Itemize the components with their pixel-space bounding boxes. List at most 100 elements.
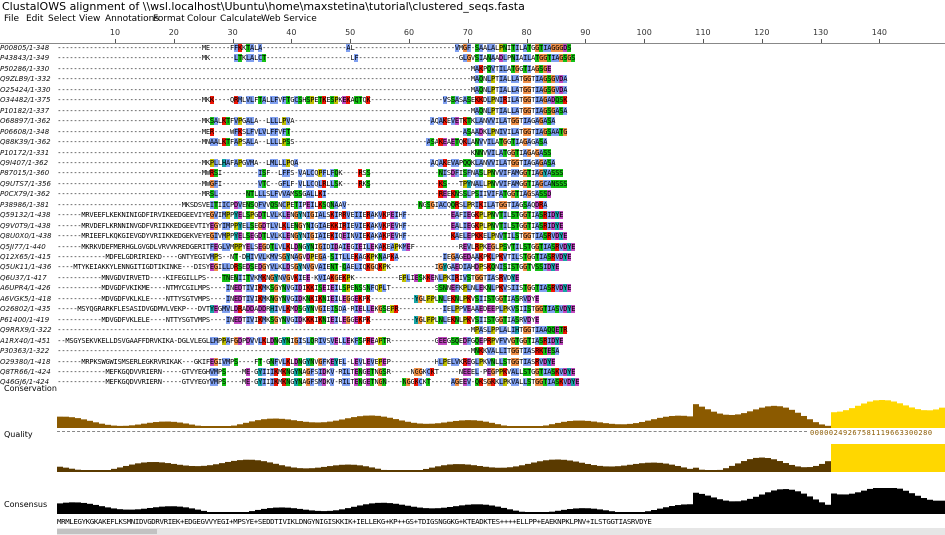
sequence-name[interactable]: Q59132/1-438	[0, 211, 51, 220]
sequence-name[interactable]: P00805/1-348	[0, 44, 50, 52]
sequence-residues[interactable]: ----------------------------------------…	[57, 64, 551, 73]
alignment-row[interactable]: P43843/1-349 ----------------------------…	[0, 53, 945, 64]
menu-select[interactable]: Select	[48, 14, 76, 24]
alignment-row[interactable]: O25424/1-330 ----------------------------…	[0, 85, 945, 96]
sequence-residues[interactable]: ----------------------------------------…	[57, 148, 551, 157]
sequence-name[interactable]: Q5JI77/1-440	[0, 242, 46, 251]
sequence-residues[interactable]: ----------------------------------------…	[57, 326, 567, 335]
sequence-residues[interactable]: ------MRPKSWGWISMSERLEGKRVRIKAK---GKIFEG…	[57, 357, 555, 366]
sequence-residues[interactable]: ------------------------------------MKPL…	[57, 158, 555, 167]
sequence-residues[interactable]: ----------------------------------------…	[57, 106, 567, 115]
sequence-name[interactable]: P10172/1-331	[0, 148, 50, 157]
alignment-row[interactable]: Q9I407/1-362 ----------------------------…	[0, 158, 945, 169]
sequence-name[interactable]: O68897/1-362	[0, 117, 51, 126]
menu-view[interactable]: View	[79, 14, 101, 24]
sequence-residues[interactable]: ------------------------------------MKK-…	[57, 96, 567, 105]
sequence-name[interactable]: Q9V0T9/1-438	[0, 221, 51, 230]
sequence-name[interactable]: P10182/1-337	[0, 106, 50, 115]
sequence-name[interactable]: Q8TR66/1-424	[0, 367, 51, 376]
alignment-row[interactable]: O68897/1-362 ----------------------------…	[0, 116, 945, 127]
alignment-row[interactable]: Q9ZLB9/1-332 ----------------------------…	[0, 74, 945, 85]
alignment-row[interactable]: P38986/1-381 ----------------------------…	[0, 200, 945, 211]
sequence-residues[interactable]: ----------------------------------------…	[57, 85, 567, 94]
alignment-row[interactable]: P61400/1-419 -----------MDVGDFVKLELE----N…	[0, 315, 945, 326]
sequence-residues[interactable]: -----------MDVGDFVKIKME----NTMYCGILMPS--…	[57, 284, 572, 293]
alignment-row[interactable]: Q9V0T9/1-438 ------MRVDEFLKRNNINVGDFVRIIK…	[0, 221, 945, 232]
sequence-name[interactable]: P87015/1-360	[0, 169, 50, 178]
sequence-name[interactable]: P30363/1-322	[0, 347, 50, 356]
alignment-row[interactable]: Q6U37/1-417 -----------MNVGDVIRVETD----KI…	[0, 273, 945, 284]
sequence-name[interactable]: Q9UTS7/1-356	[0, 179, 51, 188]
alignment-row[interactable]: Q88K39/1-362 ----------------------------…	[0, 137, 945, 148]
sequence-name[interactable]: Q12X65/1-415	[0, 253, 51, 261]
scrollbar-thumb[interactable]	[57, 529, 157, 534]
menu-web-service[interactable]: Web Service	[261, 14, 317, 24]
alignment-row[interactable]: O26802/1-435 -----MSYQGRARKFLESASIDVGDMVL…	[0, 304, 945, 315]
alignment-row[interactable]: Q5UK11/1-436 ----MTYKEIAKKYLENNGITIGDTIKI…	[0, 262, 945, 273]
horizontal-scrollbar[interactable]	[57, 528, 945, 535]
menu-colour[interactable]: Colour	[187, 14, 217, 24]
sequence-residues[interactable]: ------MKRKVDEFMERHGLGVGDLVRVVKREDGERITFE…	[57, 242, 576, 251]
alignment-row[interactable]: P50286/1-330 ----------------------------…	[0, 64, 945, 75]
sequence-name[interactable]: O29380/1-418	[0, 357, 51, 366]
sequence-residues[interactable]: -----MSYQGRARKFLESASIDVGDMVLVEKP---DVTYE…	[57, 305, 576, 314]
sequence-name[interactable]: O25424/1-330	[0, 85, 51, 94]
alignment-row[interactable]: P87015/1-360 ----------------------------…	[0, 168, 945, 179]
sequence-name[interactable]: Q9I407/1-362	[0, 158, 49, 167]
sequence-residues[interactable]: ------------------------------------MWRS…	[57, 169, 563, 178]
sequence-residues[interactable]: ------MRVEEFLKEKNINIGDFIRVIKEEDGEEVIYEGV…	[57, 211, 563, 220]
sequence-name[interactable]: A6VGK5/1-418	[0, 294, 52, 303]
sequence-name[interactable]: O26802/1-435	[0, 305, 51, 314]
alignment-row[interactable]: P06608/1-348 ----------------------------…	[0, 127, 945, 138]
sequence-name[interactable]: A6UPR4/1-426	[0, 284, 51, 293]
menu-format[interactable]: Format	[153, 14, 185, 24]
menu-edit[interactable]: Edit	[26, 14, 44, 24]
sequence-name[interactable]: P43843/1-349	[0, 54, 50, 63]
sequence-residues[interactable]: ------------------------------------MER-…	[57, 127, 567, 136]
sequence-residues[interactable]: ------------------------------------MRSL…	[57, 190, 551, 199]
sequence-residues[interactable]: ------MRVDEFLKRNNINVGDFVRIIKKEDGEEVTIYEG…	[57, 221, 563, 230]
sequence-residues[interactable]: ------------------------------------MKSA…	[57, 117, 555, 126]
sequence-name[interactable]: P50286/1-330	[0, 64, 50, 73]
alignment-row[interactable]: Q9RRX9/1-322 ----------------------------…	[0, 325, 945, 336]
alignment-row[interactable]: O34482/1-375 ----------------------------…	[0, 95, 945, 106]
sequence-residues[interactable]: -----------MNVGDVIRVETD----KIFEGILLPS---…	[57, 273, 519, 282]
alignment-row[interactable]: Q12X65/1-415 ------------MDFELGDRIRIEKD--…	[0, 252, 945, 263]
alignment-row[interactable]: Q59132/1-438 ------MRVEEFLKEKNINIGDFIRVIK…	[0, 210, 945, 221]
alignment-row[interactable]: A6VGK5/1-418 -----------MDVGDFVKLKLE----N…	[0, 294, 945, 305]
sequence-name[interactable]: Q46GJ6/1-424	[0, 378, 50, 387]
sequence-name[interactable]: P61400/1-419	[0, 315, 50, 324]
sequence-name[interactable]: Q9ZLB9/1-332	[0, 75, 51, 84]
sequence-name[interactable]: Q88K39/1-362	[0, 138, 51, 147]
menu-annotations[interactable]: Annotations	[105, 14, 160, 24]
sequence-name[interactable]: O34482/1-375	[0, 96, 51, 105]
sequence-residues[interactable]: ------------------------------------MNAA…	[57, 138, 547, 147]
sequence-name[interactable]: Q9RRX9/1-322	[0, 326, 52, 335]
alignment-row[interactable]: P30363/1-322 ----------------------------…	[0, 346, 945, 357]
sequence-residues[interactable]: ----MTYKEIAKKYLENNGITIGDTIKINKE---DISYEG…	[57, 263, 559, 272]
alignment-row[interactable]: Q5JI77/1-440 ------MKRKVDEFMERHGLGVGDLVRV…	[0, 242, 945, 253]
sequence-residues[interactable]: ------------------------------------MWGF…	[57, 179, 567, 188]
sequence-residues[interactable]: ------------MEFKGQDVVRIERN-----GTVYEGHVM…	[57, 367, 576, 376]
sequence-name[interactable]: P38986/1-381	[0, 200, 50, 209]
sequence-residues[interactable]: ------MRIEEFLKQKGIEVGDYVRIIKKEDGEKVEYEGI…	[57, 232, 567, 241]
alignment-row[interactable]: O29380/1-418 ------MRPKSWGWISMSERLEGKRVRI…	[0, 357, 945, 368]
sequence-name[interactable]: A1RX40/1-451	[0, 336, 51, 345]
sequence-residues[interactable]: -----------MDVGDFVKLKLE----NTTYSGTVMPS--…	[57, 294, 539, 303]
sequence-name[interactable]: P0CX79/1-362	[0, 190, 50, 199]
sequence-residues[interactable]: -----------MDVGDFVKLELE----NTTYSGTVMPS--…	[57, 315, 539, 324]
alignment-row[interactable]: P0CX79/1-362 ----------------------------…	[0, 189, 945, 200]
alignment-row[interactable]: Q8U0X0/1-438 ------MRIEEFLKQKGIEVGDYVRIIK…	[0, 231, 945, 242]
sequence-name[interactable]: Q8U0X0/1-438	[0, 232, 52, 241]
sequence-residues[interactable]: ----------------------------------------…	[57, 347, 559, 356]
alignment-row[interactable]: Q46GJ6/1-424 ------------MEFKGQDVVRIERN--…	[0, 377, 945, 388]
sequence-name[interactable]: P06608/1-348	[0, 127, 50, 136]
alignment-row[interactable]: P00805/1-348 ----------------------------…	[0, 43, 945, 54]
sequence-residues[interactable]: -------------------------------MKSDSVEIT…	[57, 200, 547, 209]
sequence-residues[interactable]: ------------MDFELGDRIRIEKD----GNTYEGIVMP…	[57, 253, 572, 261]
sequence-residues[interactable]: ------------MEFKGQDVVRIERN-----GTVYEGYVM…	[57, 378, 580, 387]
alignment-row[interactable]: Q9UTS7/1-356 ----------------------------…	[0, 179, 945, 190]
sequence-residues[interactable]: ------------------------------------MK--…	[57, 54, 576, 63]
alignment-row[interactable]: Q8TR66/1-424 ------------MEFKGQDVVRIERN--…	[0, 367, 945, 378]
menu-file[interactable]: File	[4, 14, 20, 24]
